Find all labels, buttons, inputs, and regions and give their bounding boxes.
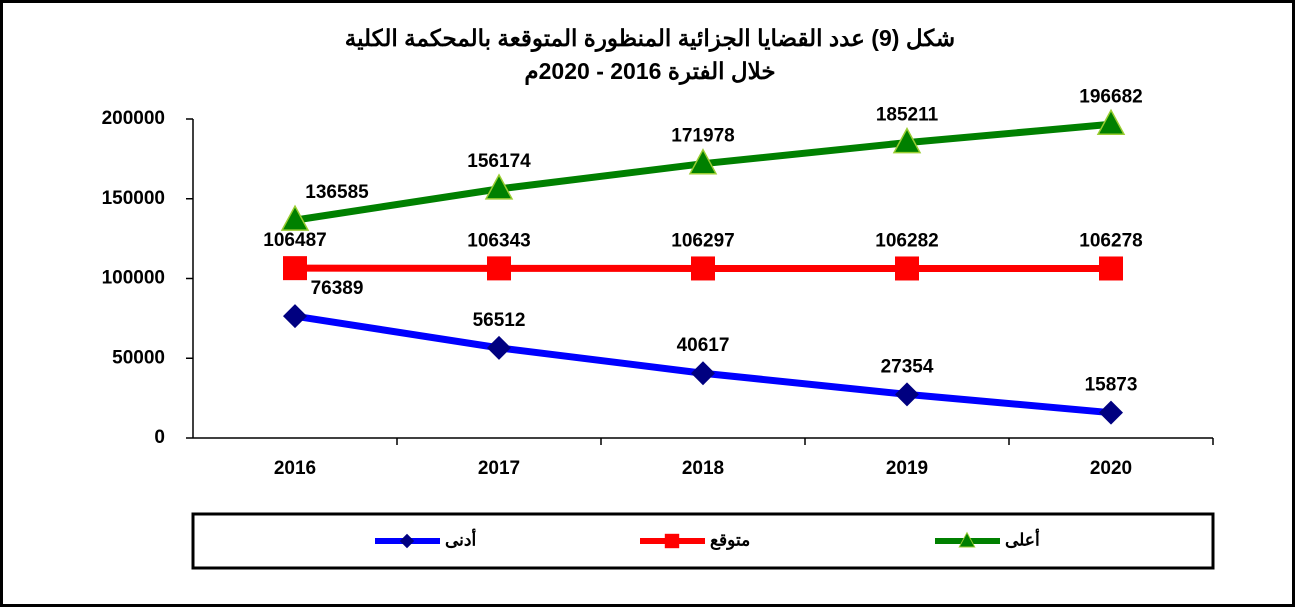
data-label: 27354 (881, 356, 934, 377)
data-label: 15873 (1085, 375, 1138, 396)
data-label: 196682 (1079, 86, 1142, 107)
marker (688, 148, 718, 175)
data-label: 136585 (305, 182, 369, 203)
x-tick-label: 2019 (886, 458, 928, 479)
data-label: 76389 (311, 278, 364, 299)
data-label: 106278 (1079, 231, 1142, 252)
marker (283, 304, 307, 329)
data-label: 171978 (671, 126, 734, 147)
legend-label: أعلى (1005, 527, 1040, 549)
legend-label: أدنى (445, 527, 476, 549)
marker (487, 335, 511, 360)
legend-label: متوقع (710, 530, 750, 550)
x-tick-label: 2017 (478, 458, 520, 479)
data-label: 106297 (671, 230, 734, 251)
marker (280, 204, 310, 231)
data-label: 106343 (467, 230, 530, 251)
x-tick-label: 2016 (274, 458, 316, 479)
y-tick-label: 100000 (102, 268, 165, 289)
chart-title: خلال الفترة 2016 - 2020م (524, 58, 775, 86)
x-tick-label: 2020 (1090, 458, 1132, 479)
marker (1099, 400, 1123, 425)
data-label: 106282 (875, 230, 938, 251)
marker (895, 382, 919, 407)
marker (895, 256, 919, 281)
marker (1099, 256, 1123, 281)
y-tick-label: 50000 (112, 347, 165, 368)
marker (283, 256, 307, 281)
y-tick-label: 0 (154, 427, 165, 448)
legend-marker (399, 533, 415, 549)
data-label: 56512 (473, 310, 526, 331)
marker (487, 256, 511, 281)
marker (892, 127, 922, 154)
data-label: 106487 (263, 230, 326, 251)
marker (1096, 108, 1126, 136)
chart-title: شكل (9) عدد القضايا الجزائية المنظورة ال… (345, 25, 955, 53)
x-tick-label: 2018 (682, 458, 724, 479)
marker (691, 256, 715, 281)
legend-marker (958, 531, 976, 548)
data-label: 156174 (467, 151, 531, 172)
y-tick-label: 200000 (102, 108, 165, 129)
marker (691, 361, 715, 386)
data-label: 40617 (677, 335, 730, 356)
y-tick-label: 150000 (102, 188, 165, 209)
legend-marker (664, 533, 680, 549)
data-label: 185211 (876, 105, 939, 126)
marker (484, 173, 514, 200)
